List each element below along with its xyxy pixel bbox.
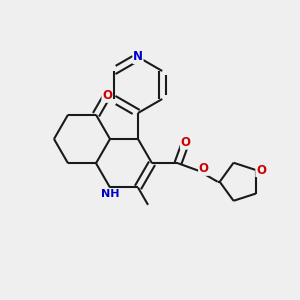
Text: O: O: [199, 162, 209, 175]
Text: O: O: [102, 89, 112, 102]
Text: N: N: [133, 50, 143, 64]
Text: O: O: [256, 164, 266, 176]
Text: NH: NH: [101, 190, 119, 200]
Text: O: O: [181, 136, 190, 149]
